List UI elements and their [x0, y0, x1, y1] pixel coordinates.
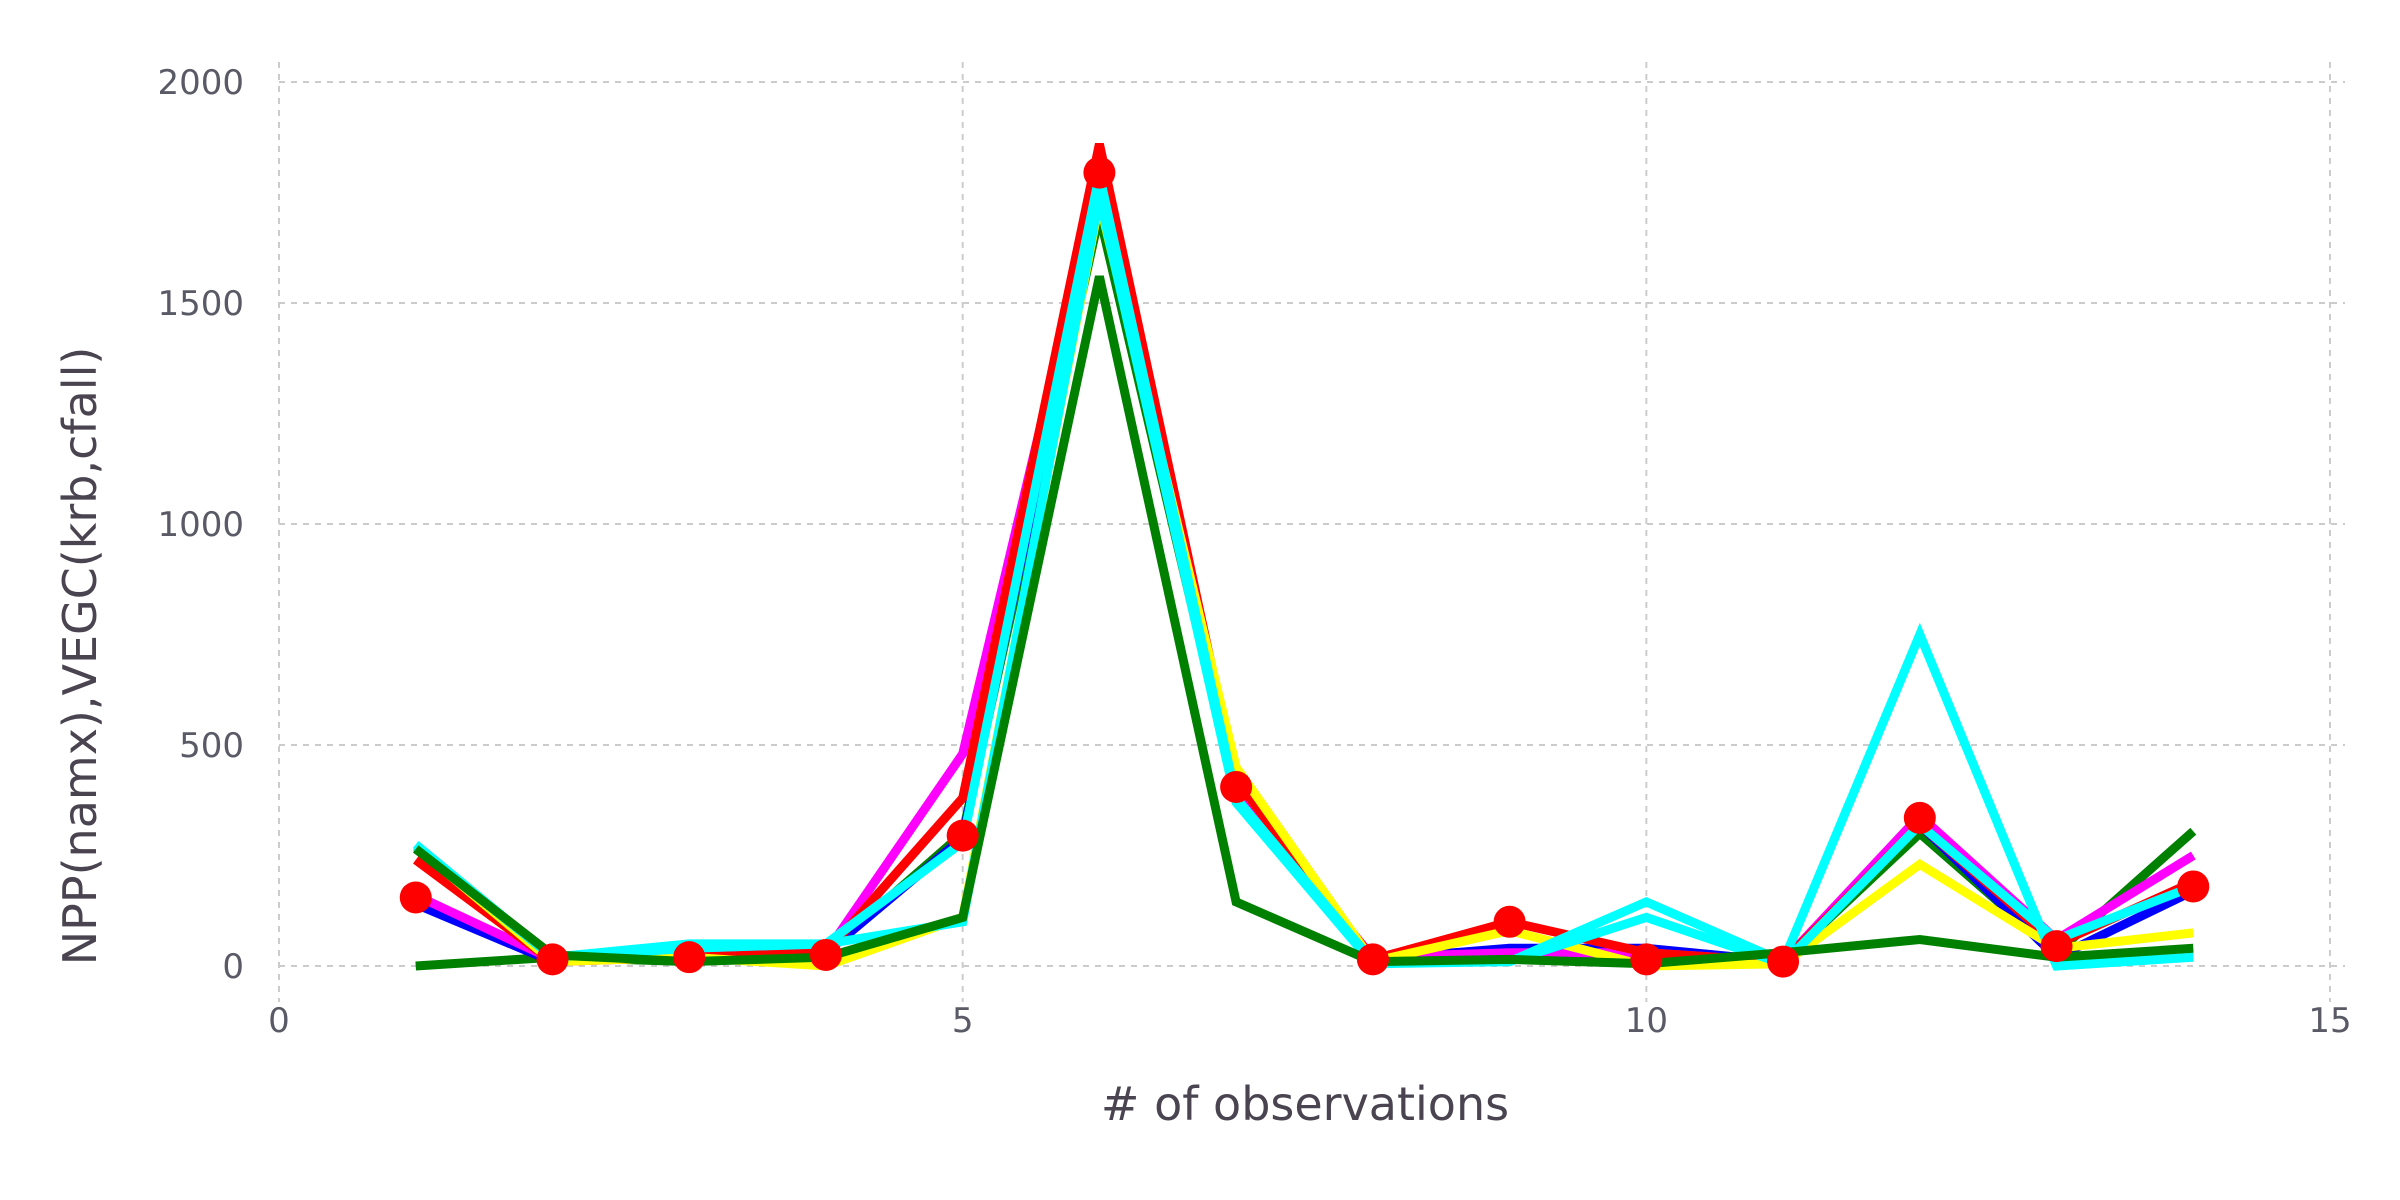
marker-point — [536, 943, 569, 976]
marker-point — [2040, 930, 2073, 963]
x-tick-label: 5 — [952, 1001, 974, 1041]
y-tick-label: 1500 — [157, 284, 244, 324]
y-tick-label: 2000 — [157, 63, 244, 103]
series-lines — [412, 142, 2197, 971]
marker-point — [399, 881, 432, 914]
marker-point — [1220, 770, 1253, 803]
series-line-1 — [415, 213, 2197, 971]
tick-labels: 0 5 10 15 0 500 1000 1500 2000 — [157, 63, 2351, 1041]
marker-point — [946, 819, 979, 852]
series-line-8 — [412, 275, 2194, 969]
x-tick-label: 10 — [1625, 1001, 1668, 1041]
marker-point — [1083, 156, 1116, 189]
y-tick-label: 1000 — [157, 505, 244, 545]
marker-point — [1767, 945, 1800, 978]
marker-point — [1630, 943, 1663, 976]
marker-point — [809, 938, 842, 971]
y-tick-label: 500 — [179, 726, 244, 766]
marker-point — [673, 941, 706, 974]
series-line-7 — [412, 195, 2194, 971]
x-tick-label: 0 — [268, 1001, 290, 1041]
marker-point — [1493, 905, 1526, 938]
x-tick-label: 15 — [2308, 1001, 2351, 1041]
y-axis-title: NPP(namx),VEGC(krb,cfall) — [53, 347, 107, 966]
marker-point — [1903, 801, 1936, 834]
series-line-6 — [412, 173, 2195, 969]
series-line-2 — [413, 187, 2196, 967]
marker-points — [399, 156, 2210, 978]
series-line-5 — [412, 200, 2194, 971]
marker-point — [2177, 870, 2210, 903]
x-axis-title: # of observations — [1101, 1077, 1509, 1131]
marker-point — [1356, 943, 1389, 976]
grid — [278, 62, 2345, 1002]
y-tick-label: 0 — [222, 947, 244, 987]
